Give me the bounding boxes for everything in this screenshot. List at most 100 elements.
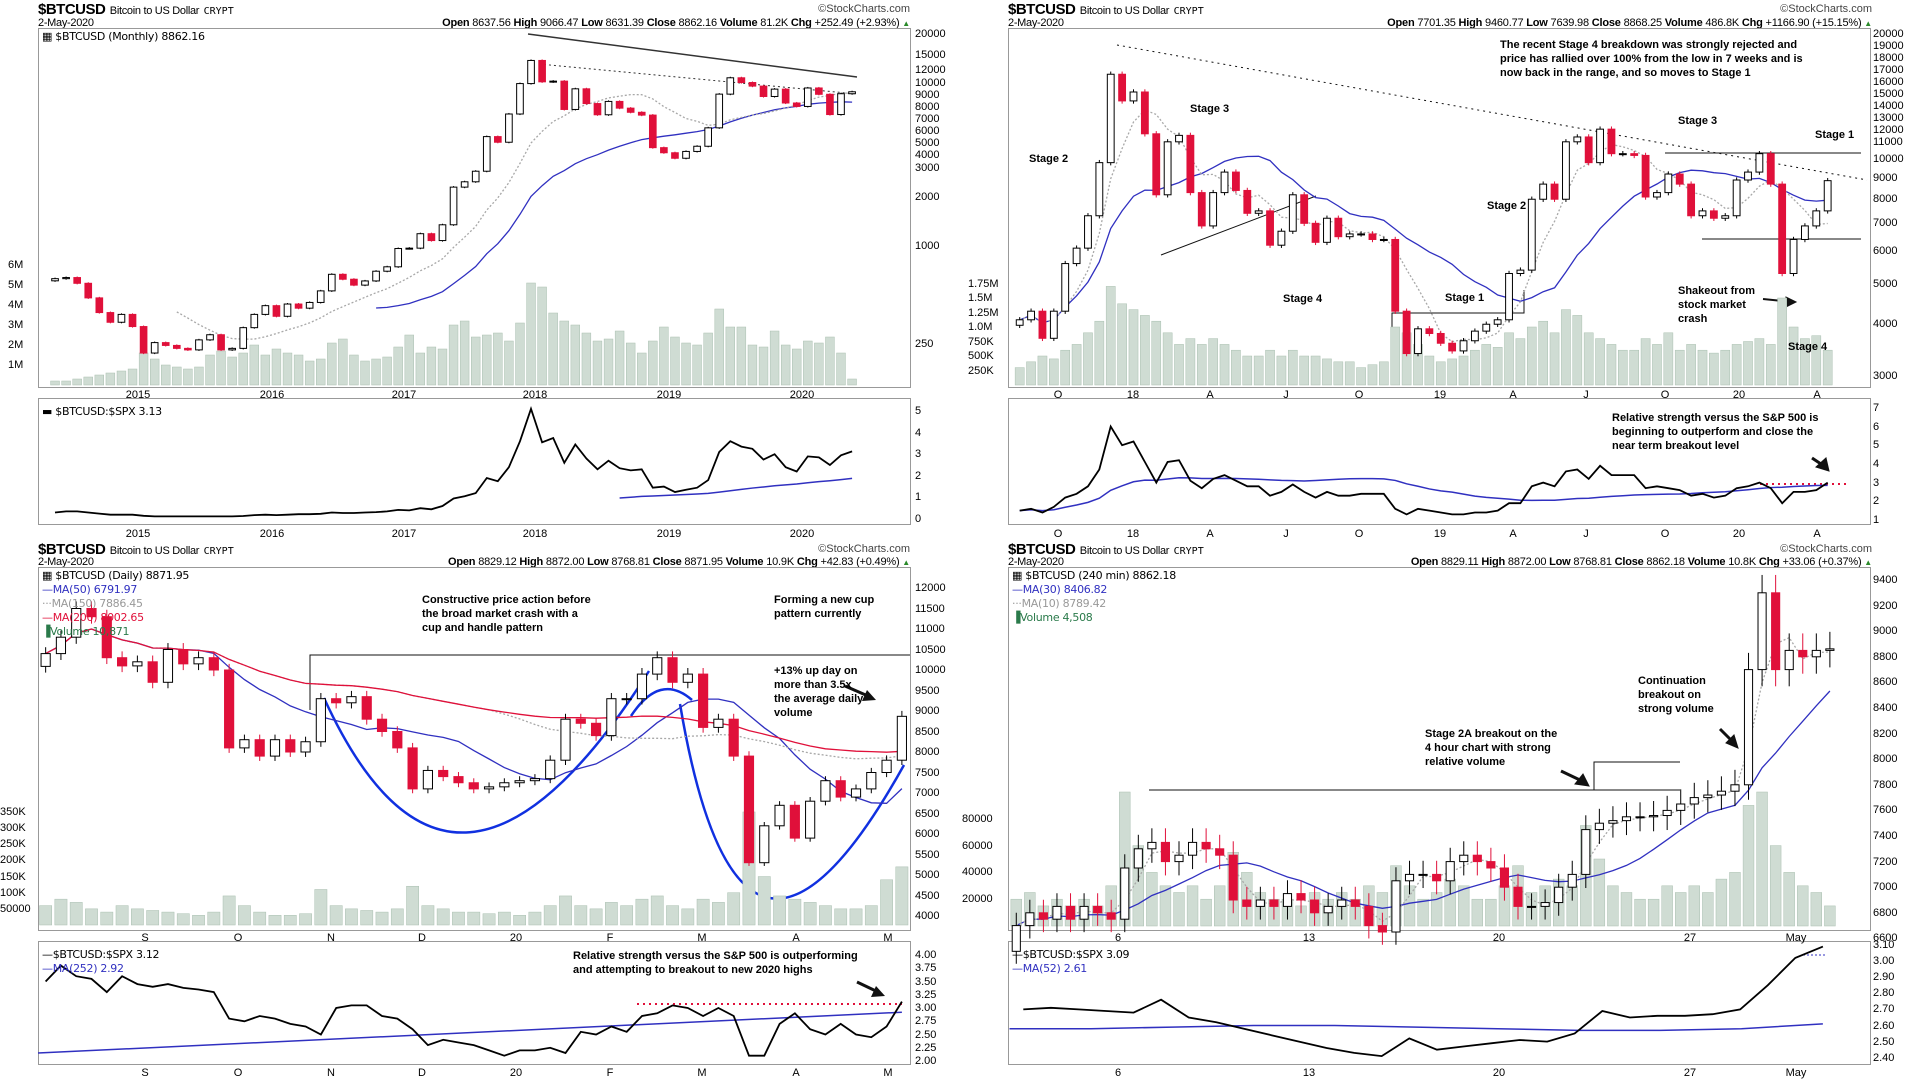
candle	[1664, 171, 1673, 196]
volume-bar	[696, 898, 710, 926]
candle	[850, 784, 862, 802]
candle	[1106, 71, 1115, 166]
line-swatch-icon: —	[1012, 948, 1023, 961]
candle-down	[1584, 136, 1593, 164]
volume-bar	[1094, 320, 1105, 386]
candle-up	[1011, 925, 1021, 952]
y-tick-label: 13000	[1873, 112, 1904, 124]
bl-rs-panel[interactable]	[38, 941, 911, 1065]
volume-bar	[345, 908, 358, 926]
legend-volume: Volume 4,508	[1020, 611, 1093, 624]
chart-date: 2-May-2020	[38, 17, 94, 29]
chg-label: Chg	[1741, 17, 1766, 29]
tr-price-panel[interactable]	[1008, 28, 1871, 388]
rs-tick-label: 1	[915, 491, 922, 504]
volume-tick-label: 150K	[0, 870, 26, 883]
candle-down	[1311, 222, 1320, 243]
candle	[1334, 215, 1343, 240]
candle	[1414, 326, 1422, 357]
candle	[826, 93, 834, 116]
candle-up	[1482, 323, 1491, 332]
candle-down	[1402, 310, 1411, 355]
x-tick-label: F	[606, 932, 614, 944]
candle-down	[438, 769, 449, 778]
candle-up	[1106, 73, 1115, 164]
chg-label: Chg	[796, 556, 821, 568]
y-tick-label: 17000	[1873, 64, 1904, 76]
tl-rs-legend: ▬ $BTCUSD:$SPX 3.13	[42, 405, 162, 419]
x-tick-label: 2018	[522, 528, 548, 540]
volume-bar	[1702, 892, 1714, 927]
y-tick-label: 11500	[915, 602, 945, 615]
candle	[1282, 880, 1293, 920]
candle-down	[272, 305, 281, 317]
volume-bar	[1620, 892, 1633, 927]
candle	[820, 776, 831, 806]
candle-up	[560, 718, 571, 761]
tl-price-panel[interactable]	[38, 28, 911, 388]
volume-bar	[1810, 892, 1822, 927]
volume-bar	[1026, 361, 1036, 386]
bl-rs-legend: —$BTCUSD:$SPX 3.12 —MA(252) 2.92	[42, 948, 160, 976]
rs-tick-label: 3	[1873, 476, 1880, 489]
up-triangle-icon: ▲	[902, 558, 910, 567]
volume-bar	[54, 898, 68, 926]
rs-line	[1023, 945, 1824, 1058]
candle	[1505, 270, 1513, 323]
candle-up	[1635, 816, 1645, 819]
bl-legend: ▦ $BTCUSD (Daily) 8871.95 —MA(50) 6791.9…	[42, 569, 189, 639]
volume-bar	[1595, 338, 1605, 386]
candle-down	[1486, 861, 1496, 869]
volume-tick-label: 250K	[0, 838, 26, 851]
candle-down	[147, 661, 158, 683]
x-tick-label: 2015	[125, 528, 151, 540]
cup-curve	[322, 670, 651, 834]
annotation-stage: Stage 4	[1283, 293, 1323, 305]
tl-rs-panel[interactable]	[38, 398, 911, 525]
volume-bar	[819, 905, 832, 926]
candle	[1550, 181, 1559, 202]
volume-tick-label: 4M	[8, 299, 24, 311]
volume-bar	[1811, 335, 1822, 386]
volume-bar	[1344, 361, 1355, 386]
candle	[460, 180, 469, 189]
candle	[1231, 169, 1240, 194]
candle	[1337, 886, 1347, 920]
y-tick-label: 10000	[915, 664, 946, 676]
y-tick-label: 10000	[915, 77, 946, 90]
close-value: 8862.16	[678, 17, 720, 29]
volume-bar	[1037, 355, 1048, 386]
symbol: $BTCUSD	[38, 1, 106, 18]
rs-tick-label: 2	[915, 469, 922, 482]
bl-price-panel[interactable]	[38, 567, 911, 931]
candle	[1038, 308, 1047, 342]
open-value: 7701.35	[1417, 17, 1459, 29]
tr-rs-panel[interactable]	[1008, 398, 1871, 525]
annotation-forming-cup: Forming a new cup pattern currently	[774, 594, 875, 620]
volume-bar	[592, 340, 603, 386]
candle-up	[1608, 820, 1618, 824]
volume-bar	[605, 902, 618, 926]
candle	[1152, 131, 1161, 198]
br-price-panel[interactable]	[1008, 567, 1871, 931]
candle	[1228, 841, 1238, 914]
watermark: ©StockCharts.com	[1780, 543, 1872, 555]
candle-down	[1436, 332, 1445, 344]
br-rs-panel[interactable]	[1008, 941, 1871, 1065]
candle	[1811, 633, 1821, 674]
close-label: Close	[652, 556, 685, 568]
x-tick-label: 2019	[656, 528, 682, 540]
candle	[1800, 223, 1809, 243]
candle	[1118, 71, 1127, 104]
tl-legend: ▦ $BTCUSD (Monthly) 8862.16	[42, 30, 205, 44]
annotation-up-day: +13% up day on more than 3.5x the averag…	[774, 665, 864, 719]
candle-up	[1540, 902, 1550, 907]
volume-bar	[836, 352, 846, 386]
candle-up	[1526, 905, 1537, 908]
volume-tick-label: 60000	[962, 839, 993, 852]
rs-tick-label: 3	[915, 448, 922, 461]
candle	[1310, 886, 1320, 926]
legend-ma10: MA(10) 8789.42	[1021, 597, 1107, 610]
chart-date: 2-May-2020	[1008, 17, 1064, 29]
y-tick-label: 8000	[1873, 753, 1898, 766]
